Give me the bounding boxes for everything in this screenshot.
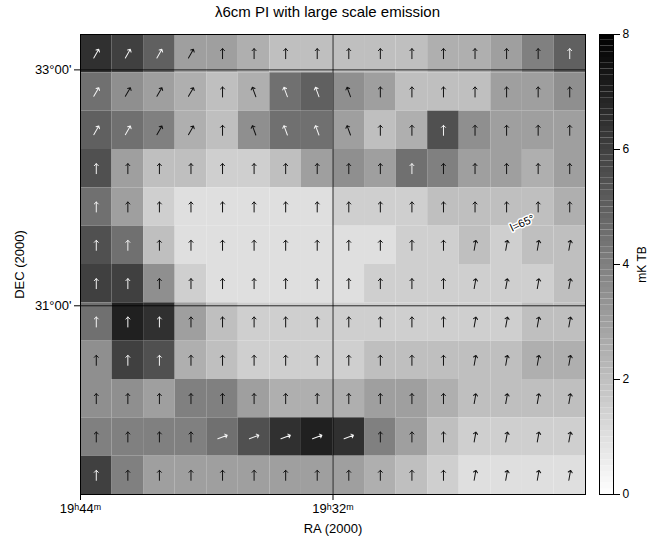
svg-text:2: 2 (623, 372, 630, 386)
svg-text:33°00': 33°00' (35, 62, 72, 77)
svg-text:DEC (2000): DEC (2000) (12, 230, 27, 299)
svg-text:4: 4 (623, 257, 630, 271)
svg-text:l=65°: l=65° (508, 212, 536, 234)
svg-text:6: 6 (623, 142, 630, 156)
svg-text:19ʰ44ᵐ: 19ʰ44ᵐ (60, 501, 101, 516)
html-text:λ6cm PI with large scale emiss: λ6cm PI with large scale emission (215, 3, 440, 20)
svg-text:0: 0 (623, 487, 630, 501)
svg-text:RA (2000): RA (2000) (304, 521, 363, 536)
svg-text:mK TB: mK TB (635, 246, 649, 282)
svg-text:19ʰ32ᵐ: 19ʰ32ᵐ (312, 501, 353, 516)
svg-text:31°00': 31°00' (35, 298, 72, 313)
svg-text:8: 8 (623, 27, 630, 41)
